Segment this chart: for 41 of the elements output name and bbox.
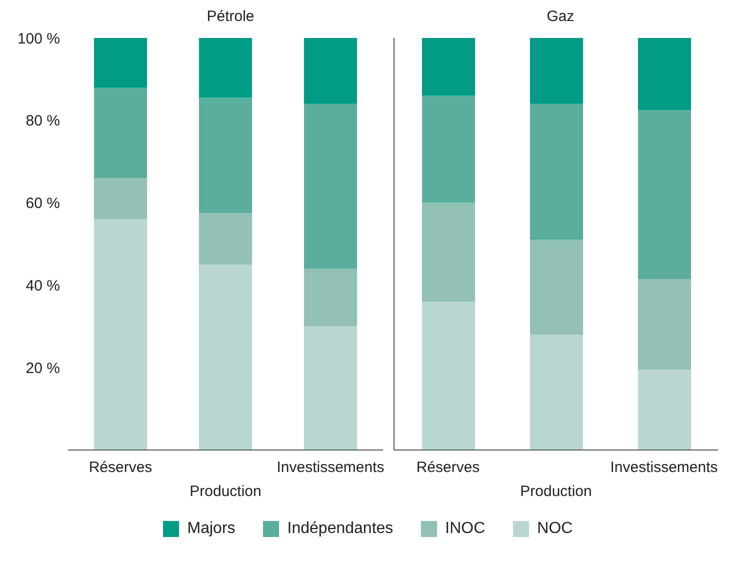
x-tick-label: Production xyxy=(520,483,592,500)
bar xyxy=(304,104,357,269)
bar xyxy=(94,178,147,220)
bar xyxy=(530,334,583,450)
bar xyxy=(422,202,475,302)
legend-label: INOC xyxy=(445,520,486,538)
chart-title: Pétrole xyxy=(206,8,256,27)
x-tick-label: Investissements xyxy=(276,459,384,476)
bar xyxy=(638,279,691,370)
bar xyxy=(94,219,147,450)
x-tick-label: Réserves xyxy=(88,459,152,476)
x-tick-label: Production xyxy=(190,483,262,500)
bar xyxy=(199,98,252,214)
chart-title: Gaz xyxy=(546,8,576,27)
bar xyxy=(199,264,252,450)
bar xyxy=(94,38,147,88)
bar xyxy=(422,38,475,96)
bar xyxy=(304,268,357,326)
x-tick-label: Réserves xyxy=(416,459,480,476)
y-tick-label: 100 % xyxy=(17,30,60,48)
bar xyxy=(199,38,252,98)
bar xyxy=(422,302,475,450)
bar xyxy=(422,96,475,203)
bar xyxy=(94,87,147,178)
bar xyxy=(530,104,583,240)
x-tick-label: Investissements xyxy=(610,459,718,476)
bar xyxy=(638,38,691,110)
bar xyxy=(304,38,357,104)
bar xyxy=(304,326,357,450)
bar xyxy=(638,110,691,280)
y-tick-label: 20 % xyxy=(26,360,60,377)
y-tick-label: 80 % xyxy=(26,112,60,130)
legend-label: NOC xyxy=(537,520,573,538)
y-tick-label: 40 % xyxy=(26,278,60,295)
bar xyxy=(530,38,583,104)
y-tick-label: 60 % xyxy=(26,195,60,212)
bar xyxy=(638,370,691,450)
legend-label: Indépendantes xyxy=(287,520,394,538)
legend-label: Majors xyxy=(187,520,236,538)
bar xyxy=(199,213,252,265)
bar xyxy=(530,240,583,335)
